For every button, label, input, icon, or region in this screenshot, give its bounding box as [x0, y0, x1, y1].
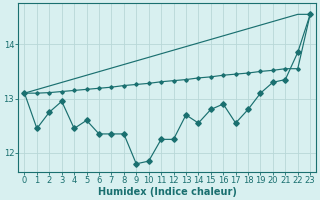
X-axis label: Humidex (Indice chaleur): Humidex (Indice chaleur): [98, 187, 237, 197]
